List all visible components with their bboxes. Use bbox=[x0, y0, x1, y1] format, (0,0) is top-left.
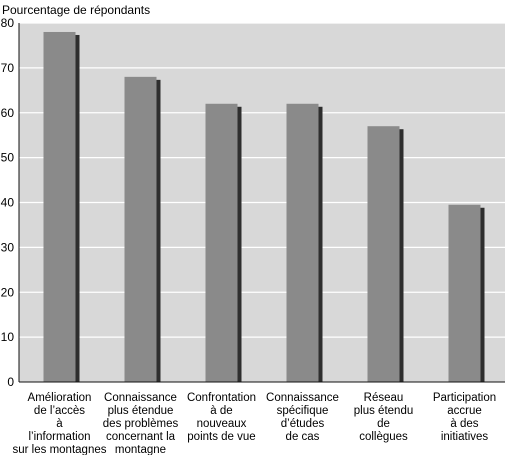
y-tick-label: 10 bbox=[1, 330, 15, 344]
bar-body bbox=[286, 103, 319, 383]
bar bbox=[286, 103, 323, 383]
category-label-line: de cas bbox=[286, 431, 320, 443]
category-label-line: collègues bbox=[359, 431, 408, 443]
bar-body bbox=[124, 76, 157, 382]
bar bbox=[43, 31, 80, 382]
category-label: Connaissance plus étendue des problèmes con… bbox=[103, 392, 179, 455]
y-tick-label: 70 bbox=[1, 61, 15, 75]
bar-shadow bbox=[317, 106, 323, 383]
category-label-line: Amélioration bbox=[28, 392, 92, 404]
y-tick-label: 80 bbox=[1, 16, 15, 30]
category-label-line: spécifique bbox=[277, 405, 329, 417]
category-label-line: des problèmes bbox=[103, 418, 179, 430]
category-label-line: Réseau bbox=[364, 392, 404, 404]
category-label-line: Connaissance bbox=[104, 392, 177, 404]
bar bbox=[205, 103, 242, 383]
category-label-line: accrue bbox=[447, 405, 482, 417]
bar-shadow bbox=[74, 34, 80, 382]
bar bbox=[124, 76, 161, 382]
bars bbox=[43, 31, 485, 383]
bar-shadow bbox=[236, 106, 242, 383]
category-label-line: l’information bbox=[29, 431, 91, 443]
bar-shadow bbox=[398, 129, 404, 382]
bar bbox=[448, 204, 485, 382]
y-tick-label: 60 bbox=[1, 106, 15, 120]
category-label-line: d’études bbox=[281, 418, 325, 430]
y-axis-label: Pourcentage de répondants bbox=[2, 3, 150, 17]
y-tick-label: 20 bbox=[1, 285, 15, 299]
y-tick-label: 0 bbox=[7, 375, 14, 389]
gridlines bbox=[19, 22, 505, 338]
category-label-line: à bbox=[56, 418, 63, 430]
y-tick-label: 50 bbox=[1, 151, 15, 165]
y-tick-label: 40 bbox=[1, 196, 15, 210]
category-label-line: plus étendue bbox=[108, 405, 174, 417]
bar-body bbox=[367, 126, 400, 383]
category-label-line: de l’accès bbox=[34, 405, 85, 417]
category-label-line: nouveaux bbox=[197, 418, 247, 430]
bar-body bbox=[205, 103, 238, 383]
category-label-line: plus étendu bbox=[354, 405, 413, 417]
category-label-line: concernant la bbox=[106, 431, 176, 443]
category-label: Confrontation à de nouveaux points de vue bbox=[187, 392, 256, 443]
category-label: Connaissance spécifique d’études de cas bbox=[266, 392, 339, 443]
category-label-line: Confrontation bbox=[187, 392, 256, 404]
category-labels: Amélioration de l’accès à l’information sur … bbox=[13, 392, 497, 455]
category-label-line: de bbox=[377, 418, 390, 430]
category-label: Réseau plus étendu de collègues bbox=[354, 392, 413, 443]
bar-body bbox=[448, 204, 481, 382]
bar-shadow bbox=[479, 207, 485, 382]
category-label-line: montagne bbox=[115, 444, 166, 455]
category-label: Amélioration de l’accès à l’information sur … bbox=[13, 392, 107, 455]
bar-shadow bbox=[155, 79, 161, 382]
category-label: Participation accrue à des initiatives bbox=[433, 392, 496, 443]
category-label-line: initiatives bbox=[441, 431, 489, 443]
category-label-line: points de vue bbox=[187, 431, 255, 443]
bar bbox=[367, 126, 404, 383]
y-tick-label: 30 bbox=[1, 240, 15, 254]
category-label-line: sur les montagnes bbox=[13, 444, 107, 455]
bar-body bbox=[43, 31, 76, 382]
category-label-line: à de bbox=[210, 405, 232, 417]
category-label-line: Connaissance bbox=[266, 392, 339, 404]
category-label-line: Participation bbox=[433, 392, 496, 404]
category-label-line: à des bbox=[450, 418, 478, 430]
y-tick-labels: 0 10 20 30 40 50 60 70 80 bbox=[1, 16, 15, 389]
